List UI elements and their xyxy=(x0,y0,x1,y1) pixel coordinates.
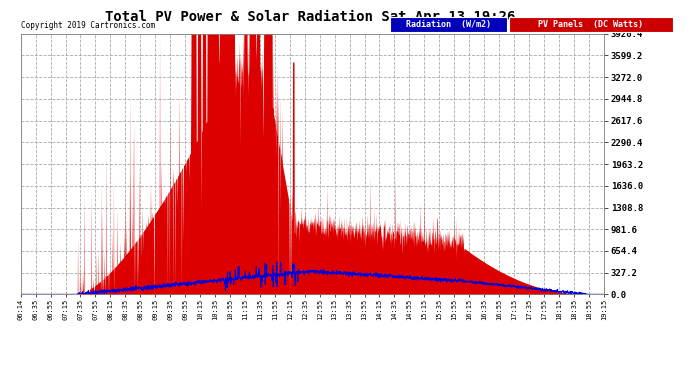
Text: Radiation  (W/m2): Radiation (W/m2) xyxy=(406,20,491,29)
Text: Total PV Power & Solar Radiation Sat Apr 13 19:26: Total PV Power & Solar Radiation Sat Apr… xyxy=(106,9,515,24)
Text: PV Panels  (DC Watts): PV Panels (DC Watts) xyxy=(538,20,643,29)
Text: Copyright 2019 Cartronics.com: Copyright 2019 Cartronics.com xyxy=(21,21,155,30)
